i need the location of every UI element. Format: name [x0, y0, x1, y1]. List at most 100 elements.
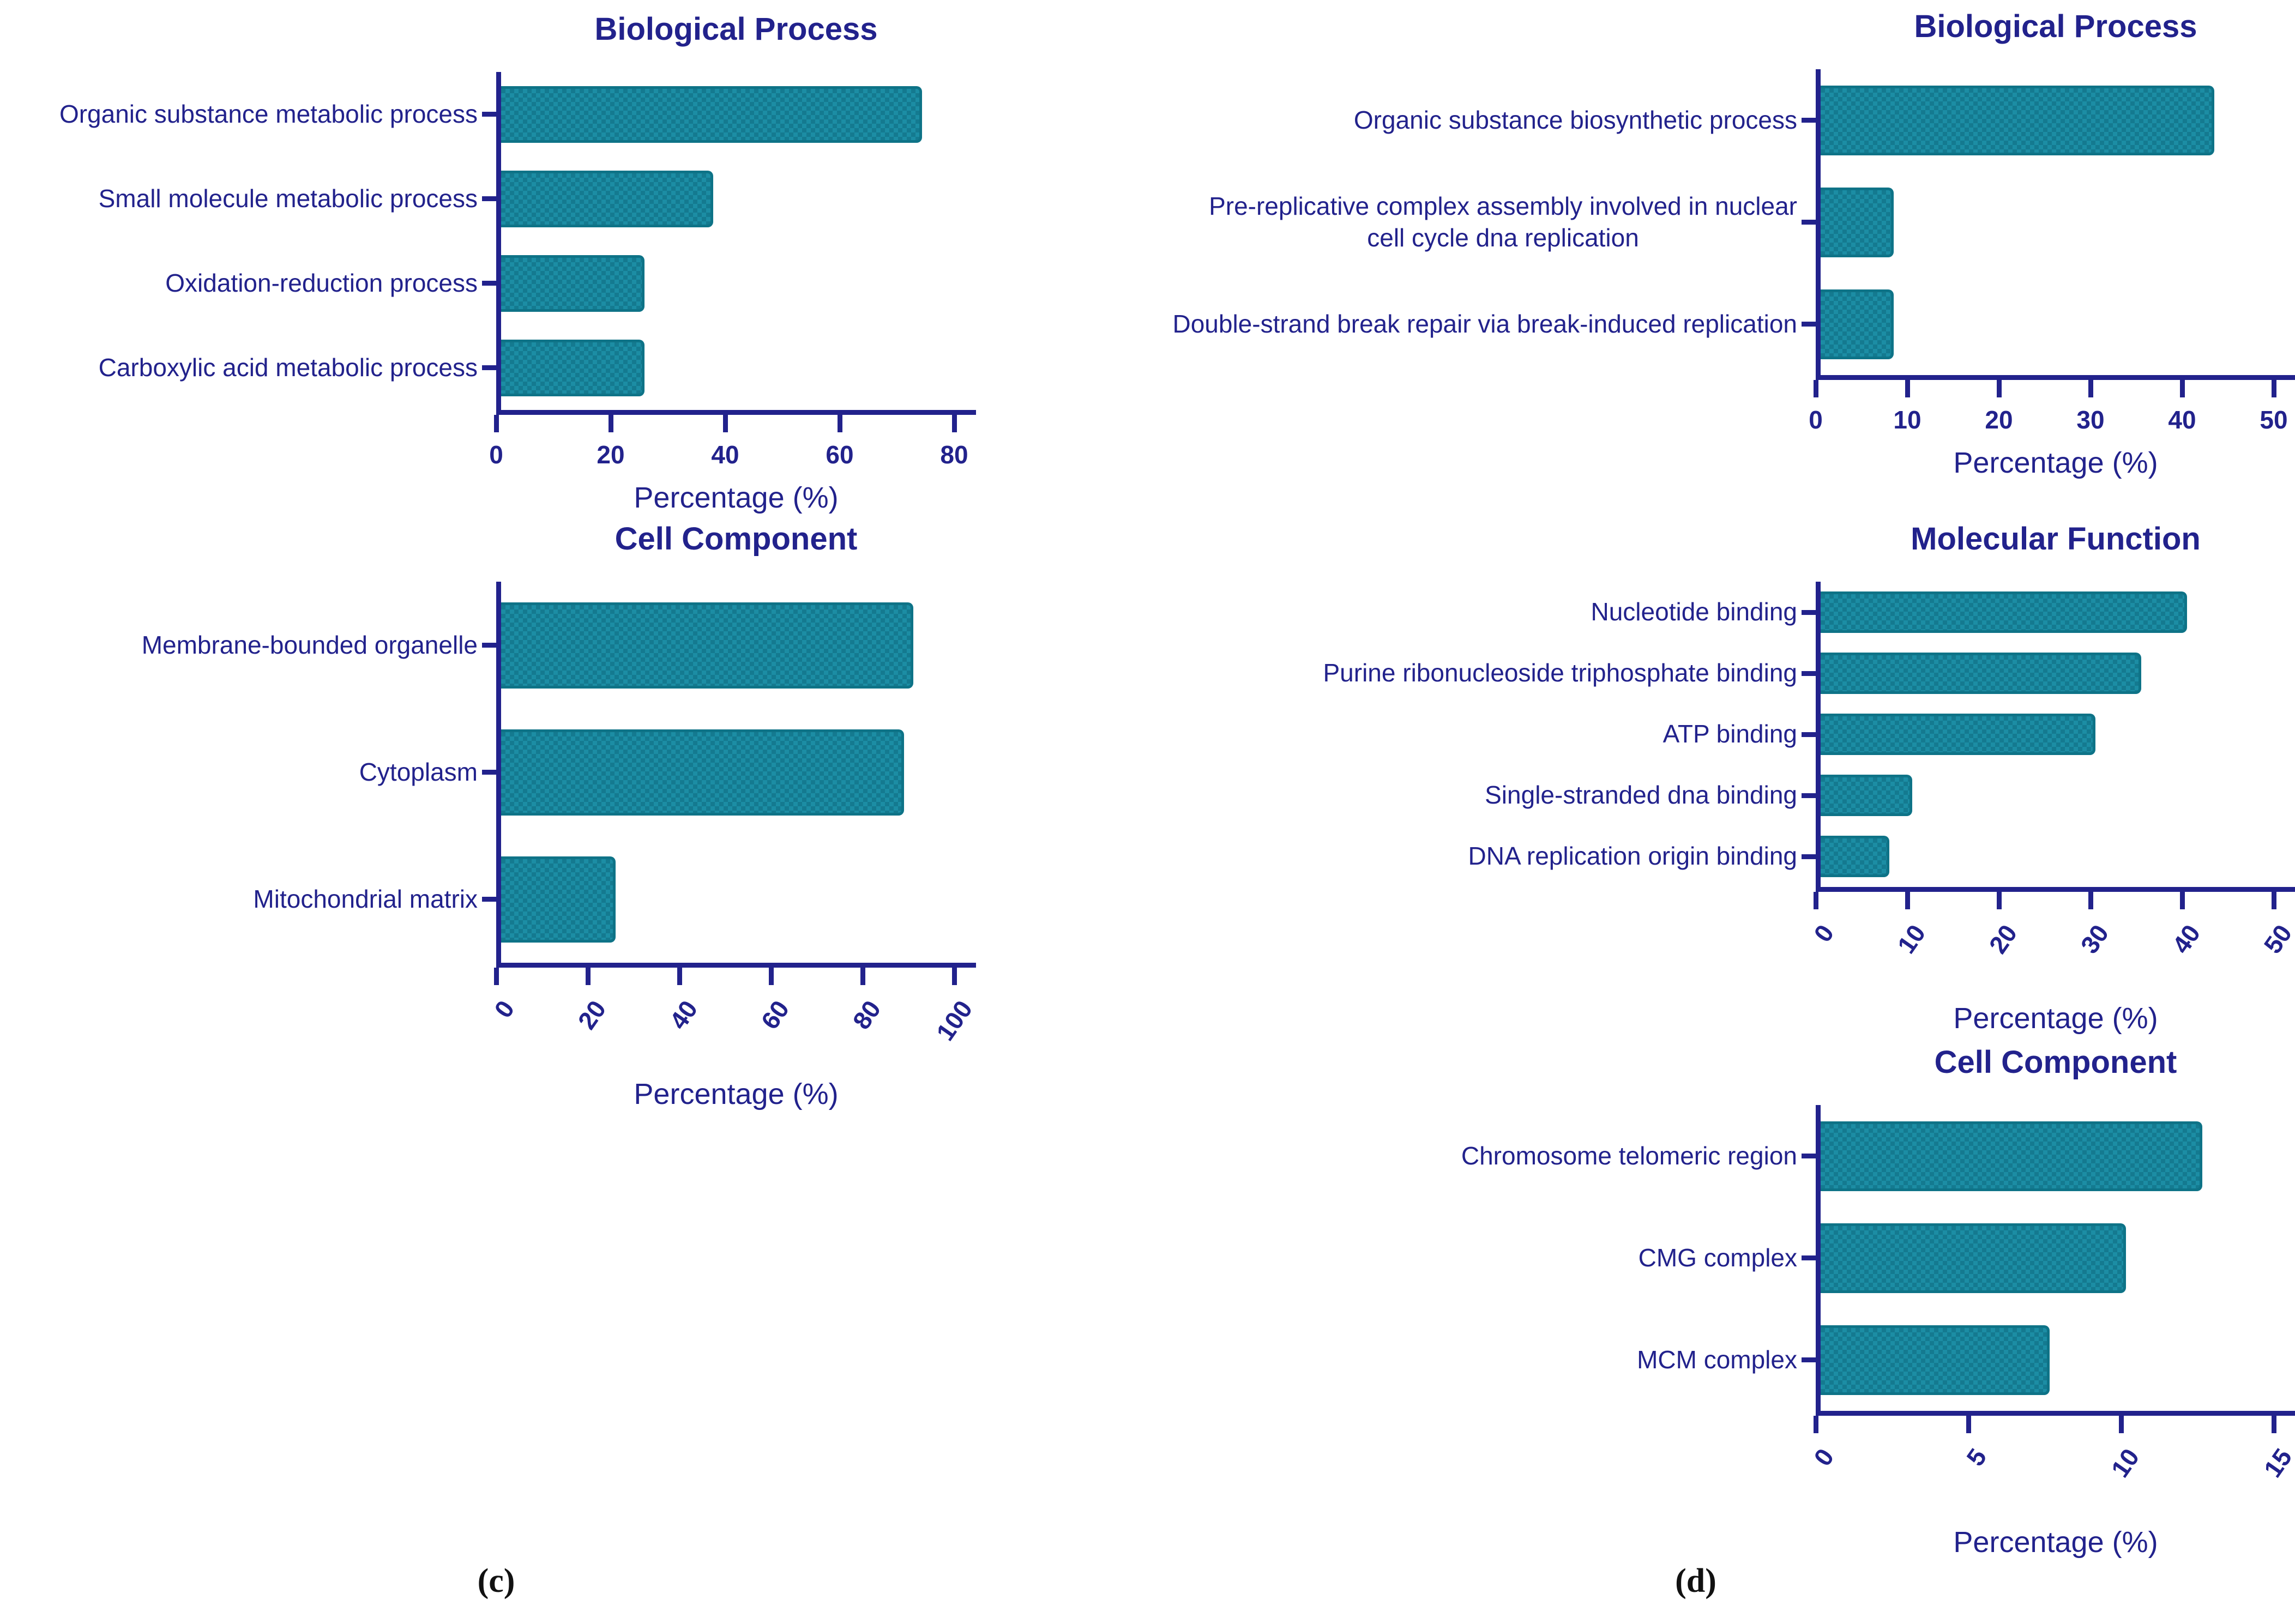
- x-axis-tick: [2271, 892, 2276, 909]
- x-axis-tick: [2271, 1416, 2276, 1433]
- bar-row: [1821, 826, 2295, 887]
- x-axis-tick-label: 10: [1892, 919, 1931, 959]
- x-axis-tick-label: 60: [826, 440, 854, 469]
- x-axis-tick: [1813, 892, 1818, 909]
- x-axis-tick: [2271, 380, 2276, 397]
- x-axis-tick-label: 60: [755, 995, 795, 1035]
- bar-row: [501, 325, 976, 410]
- category-column: Membrane-bounded organelle Cytoplasm Mitoc…: [16, 582, 496, 968]
- bar-row: [501, 241, 976, 325]
- y-axis-tick: [482, 112, 496, 117]
- category-row: Small molecule metabolic process: [16, 156, 496, 241]
- category-label: Single-stranded dna binding: [1485, 781, 1797, 810]
- chart-title: Biological Process: [1914, 9, 2197, 44]
- bar: [1821, 1325, 2050, 1395]
- category-row: Organic substance biosynthetic process: [1134, 69, 1816, 171]
- x-axis-tick-label: 80: [940, 440, 968, 469]
- category-label: Small molecule metabolic process: [98, 184, 478, 213]
- x-axis-tick: [2179, 380, 2185, 397]
- bar-row: [501, 582, 976, 709]
- x-axis-tick-label: 40: [2166, 919, 2206, 959]
- x-axis-label: Percentage (%): [634, 481, 839, 514]
- category-row: Organic substance metabolic process: [16, 72, 496, 156]
- category-row: Double-strand break repair via break-ind…: [1134, 273, 1816, 375]
- x-axis-tick: [1966, 1416, 1971, 1433]
- x-axis-tick-label: 40: [711, 440, 739, 469]
- x-axis-tick: [722, 415, 728, 432]
- bar: [1821, 289, 1894, 359]
- bar-row: [501, 72, 976, 156]
- y-axis-tick: [1802, 1357, 1816, 1362]
- category-label: Chromosome telomeric region: [1461, 1141, 1797, 1170]
- x-axis-tick: [1996, 380, 2002, 397]
- y-axis-tick: [482, 281, 496, 286]
- x-axis-tick-label: 40: [664, 995, 703, 1035]
- category-label: DNA replication origin binding: [1468, 842, 1797, 871]
- bar-row: [501, 836, 976, 963]
- x-axis-ticks: 0 10 20 30 40 50: [1808, 892, 2295, 998]
- x-axis-tick: [768, 968, 774, 985]
- category-label: Cytoplasm: [359, 757, 478, 786]
- bar-row: [1821, 1309, 2295, 1411]
- category-label: Mitochondrial matrix: [253, 884, 478, 913]
- category-row: CMG complex: [1134, 1207, 1816, 1309]
- chart-cell-component-c: Cell Component Membrane-bounded organelle…: [16, 521, 978, 1111]
- category-column: Chromosome telomeric region CMG complex MC…: [1134, 1105, 1816, 1416]
- category-row: Membrane-bounded organelle: [16, 582, 496, 709]
- x-axis-tick-label: 0: [489, 995, 520, 1023]
- y-axis-tick: [482, 196, 496, 201]
- bar: [501, 339, 644, 396]
- y-axis-tick: [1802, 1154, 1816, 1158]
- chart-title: Cell Component: [615, 521, 858, 557]
- x-axis-tick-label: 0: [1809, 406, 1823, 434]
- y-axis-tick: [482, 365, 496, 370]
- x-axis-tick-label: 80: [847, 995, 887, 1035]
- bar-row: [1821, 69, 2295, 171]
- category-label: Organic substance biosynthetic process: [1353, 105, 1797, 134]
- panel-label-d: (d): [1675, 1562, 1716, 1599]
- category-label: Nucleotide binding: [1591, 597, 1798, 626]
- bar: [501, 170, 713, 227]
- y-axis-tick: [1802, 854, 1816, 859]
- y-axis-tick: [1802, 671, 1816, 676]
- plot-area: [496, 72, 976, 415]
- bar-row: [1821, 273, 2295, 375]
- y-axis-tick: [1802, 793, 1816, 798]
- bar: [1821, 591, 2187, 633]
- x-axis-tick: [1996, 892, 2002, 909]
- category-label: Membrane-bounded organelle: [141, 630, 478, 659]
- y-axis-tick: [482, 643, 496, 648]
- bar-row: [1821, 765, 2295, 826]
- y-axis-tick: [482, 770, 496, 775]
- bar: [1821, 187, 1894, 257]
- x-axis-tick-label: 15: [2258, 1443, 2295, 1483]
- bar: [501, 255, 644, 312]
- x-axis-tick: [2118, 1416, 2124, 1433]
- bar-row: [1821, 171, 2295, 273]
- x-axis-tick-label: 30: [2075, 919, 2115, 959]
- x-axis-ticks: 0 5 10 15: [1808, 1416, 2295, 1522]
- x-axis-tick-label: 20: [597, 440, 625, 469]
- plot-area: [496, 582, 976, 968]
- x-axis-tick-label: 0: [1808, 919, 1840, 947]
- category-label: Purine ribonucleoside triphosphate bindi…: [1323, 659, 1798, 687]
- x-axis-tick-label: 10: [2105, 1443, 2145, 1483]
- x-axis-tick: [1813, 380, 1818, 397]
- y-axis-tick: [1802, 322, 1816, 327]
- chart-title: Molecular Function: [1911, 521, 2201, 557]
- bar: [1821, 1121, 2202, 1191]
- category-column: Nucleotide binding Purine ribonucleoside …: [1134, 582, 1816, 892]
- y-axis-tick: [1802, 220, 1816, 225]
- bar: [1821, 85, 2215, 155]
- bar: [1821, 714, 2095, 755]
- bar: [1821, 775, 1912, 816]
- x-axis-tick: [1905, 380, 1910, 397]
- category-row: DNA replication origin binding: [1134, 826, 1816, 887]
- x-axis-ticks: 0 20 40 60 80: [489, 415, 976, 478]
- x-axis-tick-label: 0: [489, 440, 503, 469]
- bar-row: [1821, 643, 2295, 704]
- x-axis-label: Percentage (%): [1953, 1002, 2158, 1035]
- chart-biological-process-d: Biological Process Organic substance bios…: [1134, 8, 2295, 480]
- x-axis-tick-label: 50: [2260, 406, 2288, 434]
